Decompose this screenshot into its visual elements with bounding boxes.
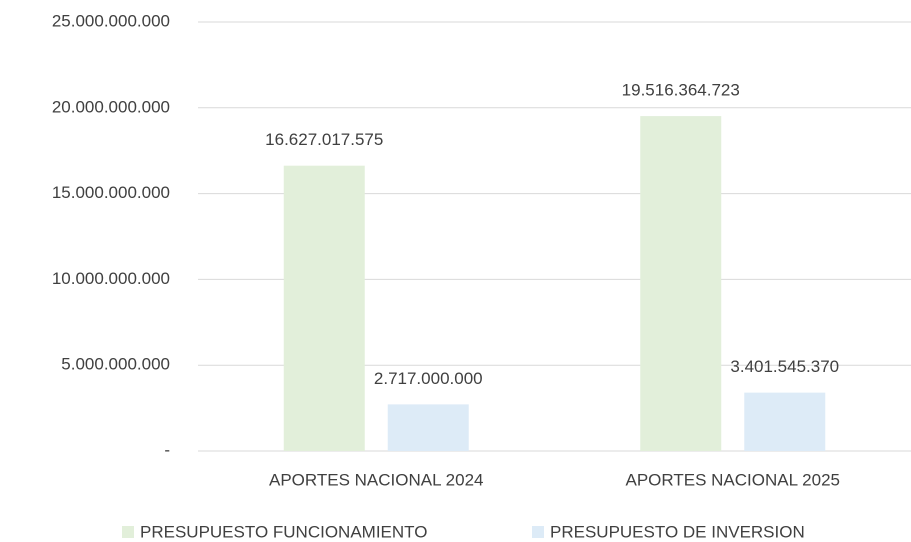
bar [640, 116, 722, 451]
y-tick-label: 25.000.000.000 [52, 11, 170, 30]
data-label: 16.627.017.575 [265, 130, 383, 149]
x-tick-label: APORTES NACIONAL 2025 [626, 470, 840, 489]
bar [387, 404, 469, 451]
y-tick-label: 10.000.000.000 [52, 269, 170, 288]
y-tick-label: - [164, 440, 170, 459]
x-tick-label: APORTES NACIONAL 2024 [269, 470, 483, 489]
data-label: 19.516.364.723 [622, 81, 740, 100]
legend-swatch [532, 526, 544, 538]
bar [744, 392, 826, 451]
legend-swatch [122, 526, 134, 538]
data-label: 2.717.000.000 [374, 369, 483, 388]
legend-label: PRESUPUESTO DE INVERSION [550, 522, 805, 541]
y-tick-label: 15.000.000.000 [52, 183, 170, 202]
y-tick-label: 20.000.000.000 [52, 97, 170, 116]
legend-label: PRESUPUESTO FUNCIONAMIENTO [140, 522, 427, 541]
bar [283, 165, 365, 452]
data-label: 3.401.545.370 [730, 357, 839, 376]
y-tick-label: 5.000.000.000 [61, 355, 170, 374]
